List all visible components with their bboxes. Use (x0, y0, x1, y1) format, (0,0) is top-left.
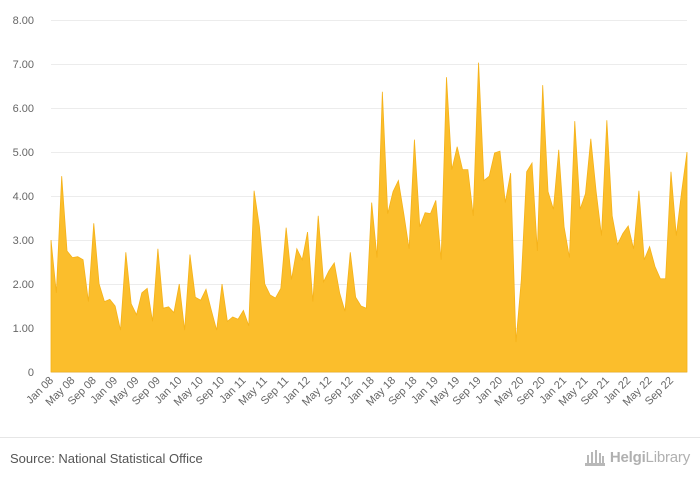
y-tick-label: 7.00 (13, 59, 34, 71)
series-area (50, 62, 688, 373)
footer-divider (0, 437, 700, 438)
y-tick-label: 4.00 (13, 191, 34, 203)
brand-suffix: Library (645, 448, 691, 466)
series-area-fill (50, 62, 688, 373)
y-tick-label: 5.00 (13, 147, 34, 159)
y-tick-label: 0 (28, 367, 34, 379)
brand-name: HelgiLibrary (610, 449, 690, 466)
y-tick-label: 2.00 (13, 279, 34, 291)
source-note: Source: National Statistical Office (10, 451, 203, 466)
y-tick-label: 3.00 (13, 235, 34, 247)
chart: 0 1.00 2.00 3.00 4.00 5.00 6.00 7.00 8.00 Jan 08… (13, 15, 688, 409)
brand-prefix: Helgi (609, 448, 646, 466)
y-tick-label: 6.00 (13, 103, 34, 115)
y-axis: 0 1.00 2.00 3.00 4.00 5.00 6.00 7.00 8.00 (13, 15, 34, 379)
brand-logo: HelgiLibrary (584, 447, 690, 467)
y-tick-label: 1.00 (13, 323, 34, 335)
library-building-icon (584, 450, 605, 466)
y-tick-label: 8.00 (13, 15, 34, 27)
